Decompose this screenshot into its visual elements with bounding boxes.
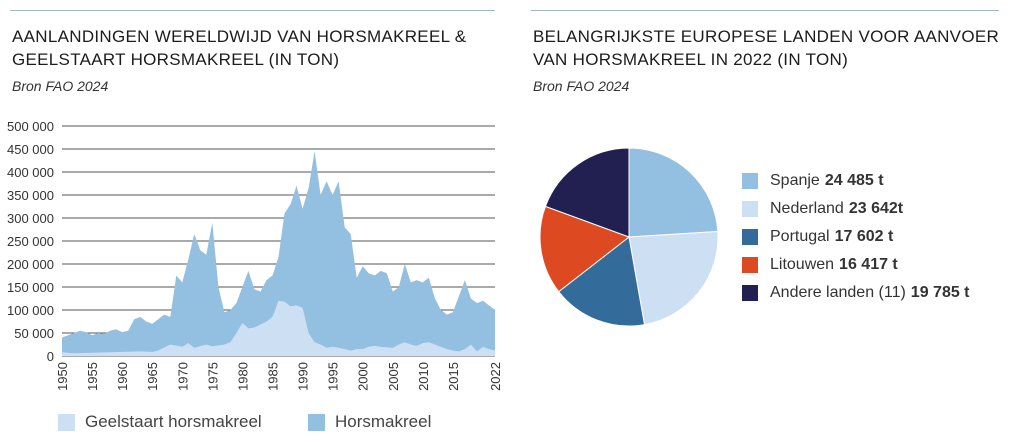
area-x-tick-label: 1985 xyxy=(265,362,280,391)
area-y-tick-label: 200 000 xyxy=(7,257,54,272)
pie-legend-value-portugal: 17 602 t xyxy=(834,228,894,245)
area-y-tick-label: 0 xyxy=(47,349,54,364)
pie-legend-swatch-portugal xyxy=(742,229,758,245)
pie-slice-portugal xyxy=(558,236,646,327)
area-y-tick-label: 50 000 xyxy=(14,326,54,341)
area-x-tick-label: 2022 xyxy=(488,362,503,391)
pie-slice-litouwen xyxy=(539,205,631,293)
area-x-tick-label: 2010 xyxy=(416,362,431,391)
area-x-tick-label: 1955 xyxy=(85,362,100,391)
area-x-tick-label: 1975 xyxy=(205,362,220,391)
pie-slice-andere-landen xyxy=(544,147,630,238)
pie-legend-value-litouwen: 16 417 t xyxy=(839,256,898,273)
area-x-tick-labels: 1950 1955 1960 1965 1970 1975 1980 1985 1990 1995… xyxy=(55,362,503,391)
pie-legend-value-nederland: 23 642t xyxy=(848,200,904,217)
area-series-group xyxy=(62,151,495,356)
area-y-tick-labels: 500 000 450 000 400 000 350 000 300 000 250 0… xyxy=(7,119,54,364)
area-legend-item-horsmakreel: Horsmakreel xyxy=(308,412,431,432)
area-legend-swatch-geelstaart xyxy=(58,413,75,431)
pie-legend-label-portugal: Portugal xyxy=(770,228,830,245)
pie-legend-swatch-nederland xyxy=(742,201,758,217)
left-title-line-1: AANLANDINGEN WERELDWIJD VAN HORSMAKREEL … xyxy=(12,27,467,46)
area-x-tick-label: 1960 xyxy=(115,362,130,391)
area-series-horsmakreel xyxy=(62,151,495,356)
left-title-line-2: GEELSTAART HORSMAKREEL (IN TON) xyxy=(12,50,340,69)
pie-legend-item-litouwen: Litouwen 16 417 t xyxy=(742,251,970,279)
pie-legend-item-spanje: Spanje 24 485 t xyxy=(742,167,970,195)
left-top-rule xyxy=(10,10,495,11)
pie-legend-label-spanje: Spanje xyxy=(770,172,820,189)
pie-legend-item-nederland: Nederland 23 642t xyxy=(742,195,970,223)
pie-legend-value-andere-landen: 19 785 t xyxy=(910,284,970,301)
left-chart-source: Bron FAO 2024 xyxy=(12,78,109,94)
pie-legend-label-litouwen: Litouwen xyxy=(770,256,835,273)
pie-legend-swatch-litouwen xyxy=(742,257,758,273)
area-y-tick-label: 150 000 xyxy=(7,280,54,295)
pie-legend-item-andere-landen: Andere landen (11) 19 785 t xyxy=(742,279,970,307)
area-legend-swatch-horsmakreel xyxy=(308,413,325,431)
pie-legend-swatch-spanje xyxy=(742,173,758,189)
area-legend-label-geelstaart: Geelstaart horsmakreel xyxy=(85,412,262,431)
pie-slice-nederland xyxy=(628,231,719,326)
right-chart-source: Bron FAO 2024 xyxy=(533,78,630,94)
area-x-tick-label: 2005 xyxy=(386,362,401,391)
right-title-line-1: BELANGRIJKSTE EUROPESE LANDEN VOOR AANVO… xyxy=(533,27,1000,46)
area-x-tick-label: 1970 xyxy=(175,362,190,391)
area-y-tick-label: 500 000 xyxy=(7,119,54,134)
area-legend-label-horsmakreel: Horsmakreel xyxy=(335,412,432,431)
area-y-tick-label: 250 000 xyxy=(7,234,54,249)
area-x-tick-label: 1980 xyxy=(235,362,250,391)
pie-legend-label-andere-landen: Andere landen (11) xyxy=(770,284,906,301)
right-chart-title: BELANGRIJKSTE EUROPESE LANDEN VOOR AANVO… xyxy=(533,25,999,71)
area-x-tick-label: 1965 xyxy=(145,362,160,391)
pie-legend-item-portugal: Portugal 17 602 t xyxy=(742,223,970,251)
area-x-tick-label: 2015 xyxy=(446,362,461,391)
area-x-tick-label: 1990 xyxy=(296,362,311,391)
area-y-tick-label: 450 000 xyxy=(7,142,54,157)
pie-legend: Spanje 24 485 t Nederland 23 642t Portug… xyxy=(742,167,970,307)
area-chart: 500 000 450 000 400 000 350 000 300 000 250 0… xyxy=(7,119,503,391)
pie-legend-swatch-andere-landen xyxy=(742,285,758,301)
pie-legend-value-spanje: 24 485 t xyxy=(824,172,884,189)
area-series-geelstaart xyxy=(62,300,495,356)
area-y-tick-label: 100 000 xyxy=(7,303,54,318)
pie-chart xyxy=(539,147,719,327)
area-y-tick-label: 300 000 xyxy=(7,211,54,226)
area-y-tick-label: 350 000 xyxy=(7,188,54,203)
area-x-tick-label: 1995 xyxy=(326,362,341,391)
area-y-tick-label: 400 000 xyxy=(7,165,54,180)
pie-legend-label-nederland: Nederland xyxy=(770,200,844,217)
right-top-rule xyxy=(531,10,999,11)
left-chart-title: AANLANDINGEN WERELDWIJD VAN HORSMAKREEL … xyxy=(12,25,466,71)
area-legend-item-geelstaart: Geelstaart horsmakreel xyxy=(58,412,262,432)
area-x-tick-label: 1950 xyxy=(55,362,70,391)
right-title-line-2: VAN HORSMAKREEL IN 2022 (IN TON) xyxy=(533,50,849,69)
area-x-tick-label: 2000 xyxy=(356,362,371,391)
pie-slice-spanje xyxy=(628,147,719,238)
